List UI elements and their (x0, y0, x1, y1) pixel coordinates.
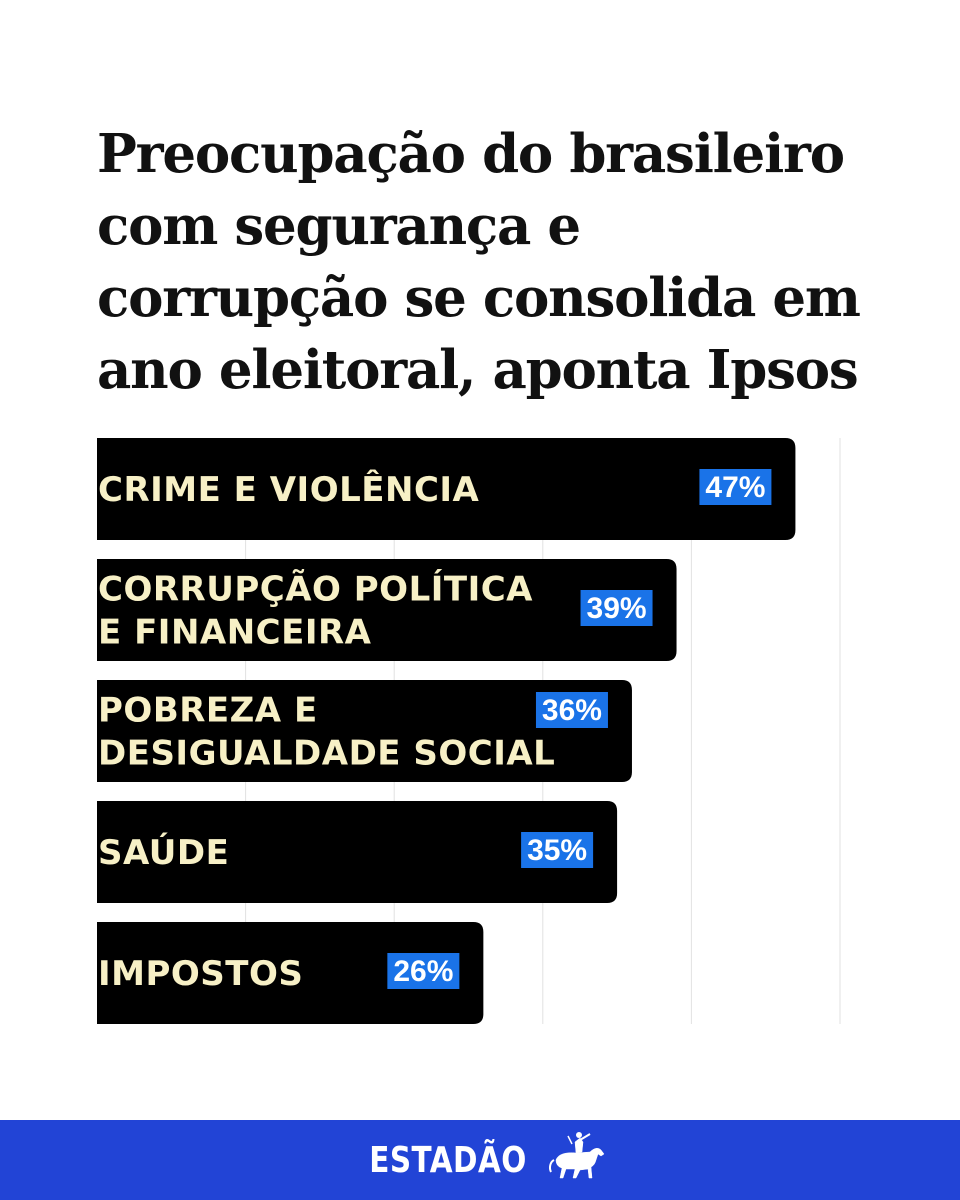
value-label: 35% (527, 834, 587, 867)
bar-label: CORRUPÇÃO POLÍTICA (98, 569, 533, 610)
value-label: 39% (587, 592, 647, 625)
headline: Preocupação do brasileiro com segurança … (97, 123, 861, 401)
value-label: 36% (542, 694, 602, 727)
bar-chart: CRIME E VIOLÊNCIA 47% CORRUPÇÃO POLÍTICAE … (97, 438, 841, 1024)
bars: CRIME E VIOLÊNCIA 47% CORRUPÇÃO POLÍTICAE … (97, 438, 796, 1024)
value-label: 26% (393, 955, 453, 988)
bar-group: SAÚDE 35% (97, 801, 618, 903)
bar-label: IMPOSTOS (98, 954, 303, 994)
bar-group: CRIME E VIOLÊNCIA 47% (97, 438, 796, 540)
value-badge (387, 953, 460, 989)
value-badge (521, 832, 594, 868)
bar (97, 922, 484, 1024)
value-badge (580, 590, 653, 626)
value-label: 47% (705, 471, 765, 504)
horse-rider-icon (546, 1130, 608, 1191)
bar (97, 559, 677, 661)
brand-logo-text: ESTADÃO (369, 1139, 527, 1181)
bar-label: DESIGUALDADE SOCIAL (98, 734, 555, 774)
bar (97, 438, 796, 540)
bar-label: E FINANCEIRA (98, 613, 372, 653)
bar-label: POBREZA E (98, 691, 318, 731)
bar (97, 801, 618, 903)
bar-label: CRIME E VIOLÊNCIA (98, 469, 480, 510)
footer-bar: ESTADÃO (0, 1120, 960, 1200)
bar (97, 680, 632, 782)
bar-label: SAÚDE (98, 832, 229, 873)
value-badge (535, 692, 608, 728)
value-badge (699, 469, 772, 505)
bar-group: IMPOSTOS 26% (97, 922, 484, 1024)
